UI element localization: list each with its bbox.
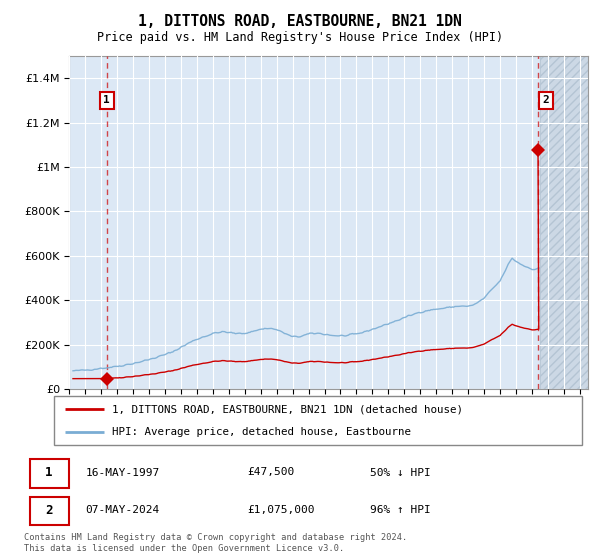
FancyBboxPatch shape <box>29 459 68 488</box>
FancyBboxPatch shape <box>54 396 582 445</box>
FancyBboxPatch shape <box>29 497 68 525</box>
Text: 2: 2 <box>46 504 53 517</box>
Bar <box>540 56 588 389</box>
Text: 16-MAY-1997: 16-MAY-1997 <box>85 468 160 478</box>
Bar <box>540 56 588 389</box>
Text: 2: 2 <box>542 95 550 105</box>
Text: 50% ↓ HPI: 50% ↓ HPI <box>370 468 431 478</box>
Text: Price paid vs. HM Land Registry's House Price Index (HPI): Price paid vs. HM Land Registry's House … <box>97 31 503 44</box>
Text: 1, DITTONS ROAD, EASTBOURNE, BN21 1DN (detached house): 1, DITTONS ROAD, EASTBOURNE, BN21 1DN (d… <box>112 404 463 414</box>
Text: 07-MAY-2024: 07-MAY-2024 <box>85 505 160 515</box>
Text: Contains HM Land Registry data © Crown copyright and database right 2024.
This d: Contains HM Land Registry data © Crown c… <box>24 533 407 553</box>
Text: 1, DITTONS ROAD, EASTBOURNE, BN21 1DN: 1, DITTONS ROAD, EASTBOURNE, BN21 1DN <box>138 14 462 29</box>
Text: £47,500: £47,500 <box>247 468 295 478</box>
Text: 96% ↑ HPI: 96% ↑ HPI <box>370 505 431 515</box>
Text: £1,075,000: £1,075,000 <box>247 505 315 515</box>
Text: HPI: Average price, detached house, Eastbourne: HPI: Average price, detached house, East… <box>112 427 411 437</box>
Text: 1: 1 <box>46 466 53 479</box>
Text: 1: 1 <box>103 95 110 105</box>
